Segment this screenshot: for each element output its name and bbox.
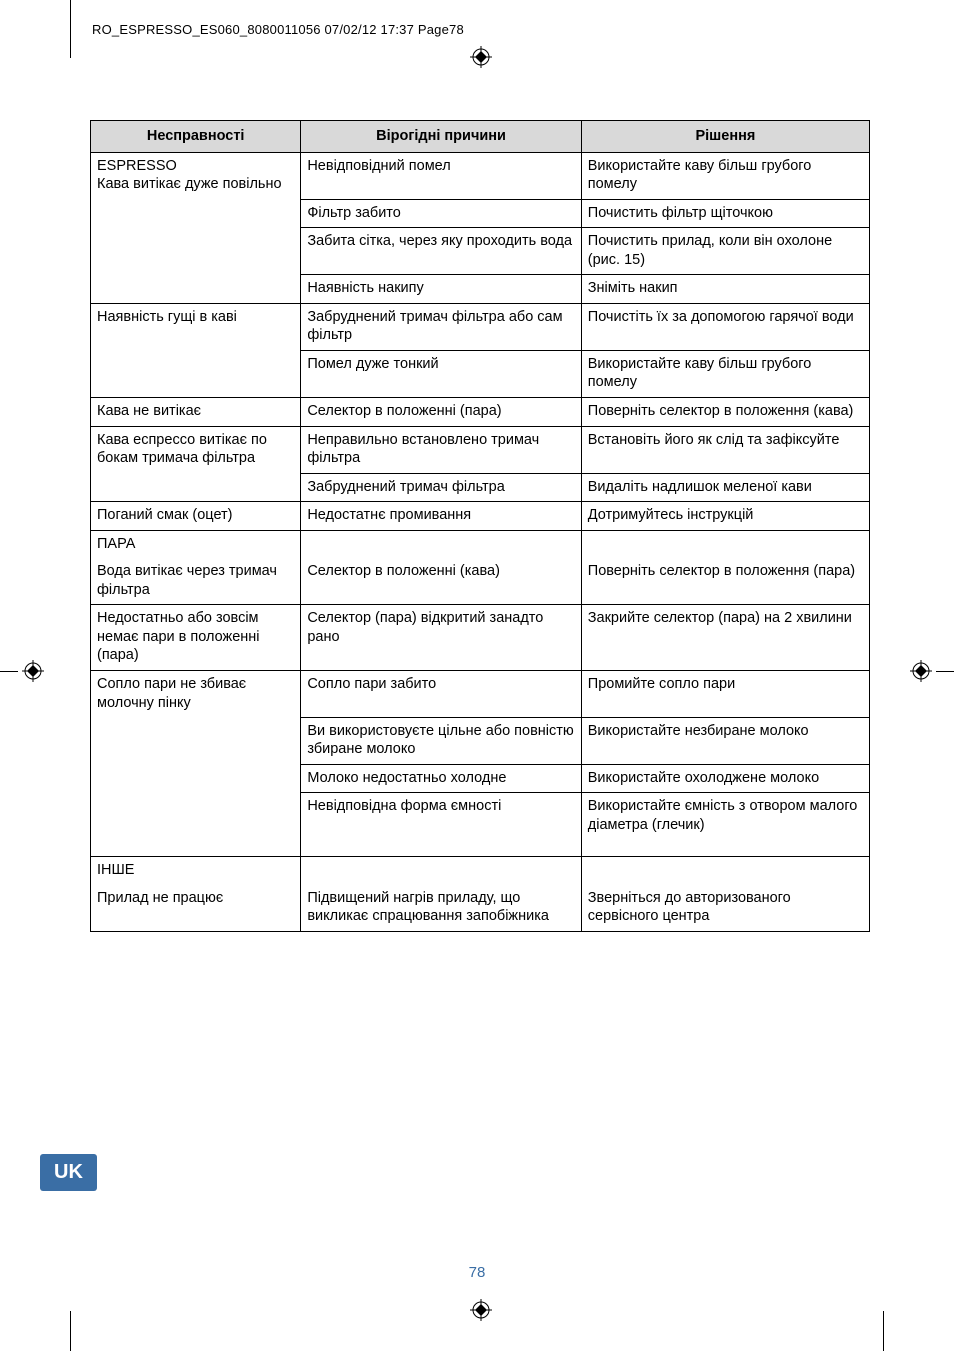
table-row: Сопло пари не збиває молочну пінку Сопло… bbox=[91, 671, 870, 718]
fault-cell bbox=[91, 764, 301, 793]
fix-cell: Зверніться до авторизованого сервісного … bbox=[581, 885, 869, 932]
cause-cell: Сопло пари забито bbox=[301, 671, 581, 718]
col-header-cause: Вірогідні причини bbox=[301, 121, 581, 153]
table-row: Невідповідна форма ємності Використайте … bbox=[91, 793, 870, 857]
table-row: ПАРА bbox=[91, 530, 870, 558]
fix-cell: Почистить фільтр щіточкою bbox=[581, 199, 869, 228]
fix-cell: Використайте охолоджене молоко bbox=[581, 764, 869, 793]
cause-cell: Забруднений тримач фільтра bbox=[301, 473, 581, 502]
registration-mark-top bbox=[470, 46, 492, 68]
fault-cell bbox=[91, 793, 301, 857]
fix-cell: Встановіть його як слід та зафіксуйте bbox=[581, 426, 869, 473]
fault-cell: Кава еспрессо витікає по бокам тримача ф… bbox=[91, 426, 301, 473]
table-row: Забита сітка, через яку проходить вода П… bbox=[91, 228, 870, 275]
table-row: ІНШЕ bbox=[91, 857, 870, 885]
table-row: Кава не витікає Селектор в положенні (па… bbox=[91, 398, 870, 427]
table-row: Прилад не працює Підвищений нагрів прила… bbox=[91, 885, 870, 932]
registration-mark-left bbox=[22, 660, 44, 682]
cause-cell: Невідповідна форма ємності bbox=[301, 793, 581, 857]
fix-cell bbox=[581, 530, 869, 558]
cause-cell: Невідповідний помел bbox=[301, 152, 581, 199]
table-row: Недостатньо або зовсім немає пари в поло… bbox=[91, 605, 870, 671]
registration-mark-bottom bbox=[470, 1299, 492, 1321]
cause-cell: Селектор в положенні (кава) bbox=[301, 558, 581, 605]
table-row: Ви використовуєте цільне або повністю зб… bbox=[91, 717, 870, 764]
fix-cell: Поверніть селектор в положення (кава) bbox=[581, 398, 869, 427]
cause-cell: Забруднений тримач фільтра або сам фільт… bbox=[301, 303, 581, 350]
table-row: Наявність гущі в каві Забруднений тримач… bbox=[91, 303, 870, 350]
fix-cell: Використайте ємність з отвором малого ді… bbox=[581, 793, 869, 857]
fault-cell: Вода витікає через тримач фільтра bbox=[91, 558, 301, 605]
table-row: Фільтр забито Почистить фільтр щіточкою bbox=[91, 199, 870, 228]
cause-cell: Підвищений нагрів приладу, що викликає с… bbox=[301, 885, 581, 932]
cause-cell: Наявність накипу bbox=[301, 275, 581, 304]
cause-cell: Помел дуже тонкий bbox=[301, 350, 581, 397]
fault-cell bbox=[91, 473, 301, 502]
cause-cell: Недостатнє промивання bbox=[301, 502, 581, 531]
cause-cell: Селектор (пара) відкритий занадто рано bbox=[301, 605, 581, 671]
cause-cell: Ви використовуєте цільне або повністю зб… bbox=[301, 717, 581, 764]
troubleshooting-table: Несправності Вірогідні причини Рішення E… bbox=[90, 120, 870, 932]
cause-cell: Селектор в положенні (пара) bbox=[301, 398, 581, 427]
language-badge: UK bbox=[40, 1154, 97, 1191]
table-row: ESPRESSO Кава витікає дуже повільно Неві… bbox=[91, 152, 870, 199]
table-row: Вода витікає через тримач фільтра Селект… bbox=[91, 558, 870, 605]
fault-cell: ПАРА bbox=[91, 530, 301, 558]
fault-cell: Наявність гущі в каві bbox=[91, 303, 301, 350]
cause-cell: Забита сітка, через яку проходить вода bbox=[301, 228, 581, 275]
cause-cell: Фільтр забито bbox=[301, 199, 581, 228]
table-row: Забруднений тримач фільтра Видаліть надл… bbox=[91, 473, 870, 502]
table-row: Поганий смак (оцет) Недостатнє промиванн… bbox=[91, 502, 870, 531]
fault-cell: ESPRESSO Кава витікає дуже повільно bbox=[91, 152, 301, 199]
cause-cell: Неправильно встановлено тримач фільтра bbox=[301, 426, 581, 473]
fix-cell bbox=[581, 857, 869, 885]
fault-cell bbox=[91, 350, 301, 397]
registration-mark-right bbox=[910, 660, 932, 682]
col-header-fault: Несправності bbox=[91, 121, 301, 153]
fix-cell: Зніміть накип bbox=[581, 275, 869, 304]
fix-cell: Дотримуйтесь інструкцій bbox=[581, 502, 869, 531]
fix-cell: Використайте каву більш грубого помелу bbox=[581, 152, 869, 199]
fix-cell: Почистить прилад, коли він охолоне (рис.… bbox=[581, 228, 869, 275]
fix-cell: Закрийте селектор (пара) на 2 хвилини bbox=[581, 605, 869, 671]
fault-cell: Сопло пари не збиває молочну пінку bbox=[91, 671, 301, 718]
table-row: Наявність накипу Зніміть накип bbox=[91, 275, 870, 304]
fault-cell bbox=[91, 228, 301, 275]
cause-cell bbox=[301, 857, 581, 885]
table-header-row: Несправності Вірогідні причини Рішення bbox=[91, 121, 870, 153]
print-header: RO_ESPRESSO_ES060_8080011056 07/02/12 17… bbox=[92, 22, 464, 37]
fix-cell: Використайте незбиране молоко bbox=[581, 717, 869, 764]
table-row: Помел дуже тонкий Використайте каву біль… bbox=[91, 350, 870, 397]
fault-cell: Недостатньо або зовсім немає пари в поло… bbox=[91, 605, 301, 671]
fault-cell: Прилад не працює bbox=[91, 885, 301, 932]
fault-cell bbox=[91, 275, 301, 304]
table-row: Молоко недостатньо холодне Використайте … bbox=[91, 764, 870, 793]
fault-cell bbox=[91, 199, 301, 228]
fault-cell: Кава не витікає bbox=[91, 398, 301, 427]
col-header-fix: Рішення bbox=[581, 121, 869, 153]
fix-cell: Використайте каву більш грубого помелу bbox=[581, 350, 869, 397]
table-row: Кава еспрессо витікає по бокам тримача ф… bbox=[91, 426, 870, 473]
fault-cell bbox=[91, 717, 301, 764]
fix-cell: Видаліть надлишок меленої кави bbox=[581, 473, 869, 502]
cause-cell bbox=[301, 530, 581, 558]
cause-cell: Молоко недостатньо холодне bbox=[301, 764, 581, 793]
fault-cell: Поганий смак (оцет) bbox=[91, 502, 301, 531]
fix-cell: Промийте сопло пари bbox=[581, 671, 869, 718]
fix-cell: Почистіть їх за допомогою гарячої води bbox=[581, 303, 869, 350]
page-number: 78 bbox=[0, 1264, 954, 1281]
fix-cell: Поверніть селектор в положення (пара) bbox=[581, 558, 869, 605]
fault-cell: ІНШЕ bbox=[91, 857, 301, 885]
